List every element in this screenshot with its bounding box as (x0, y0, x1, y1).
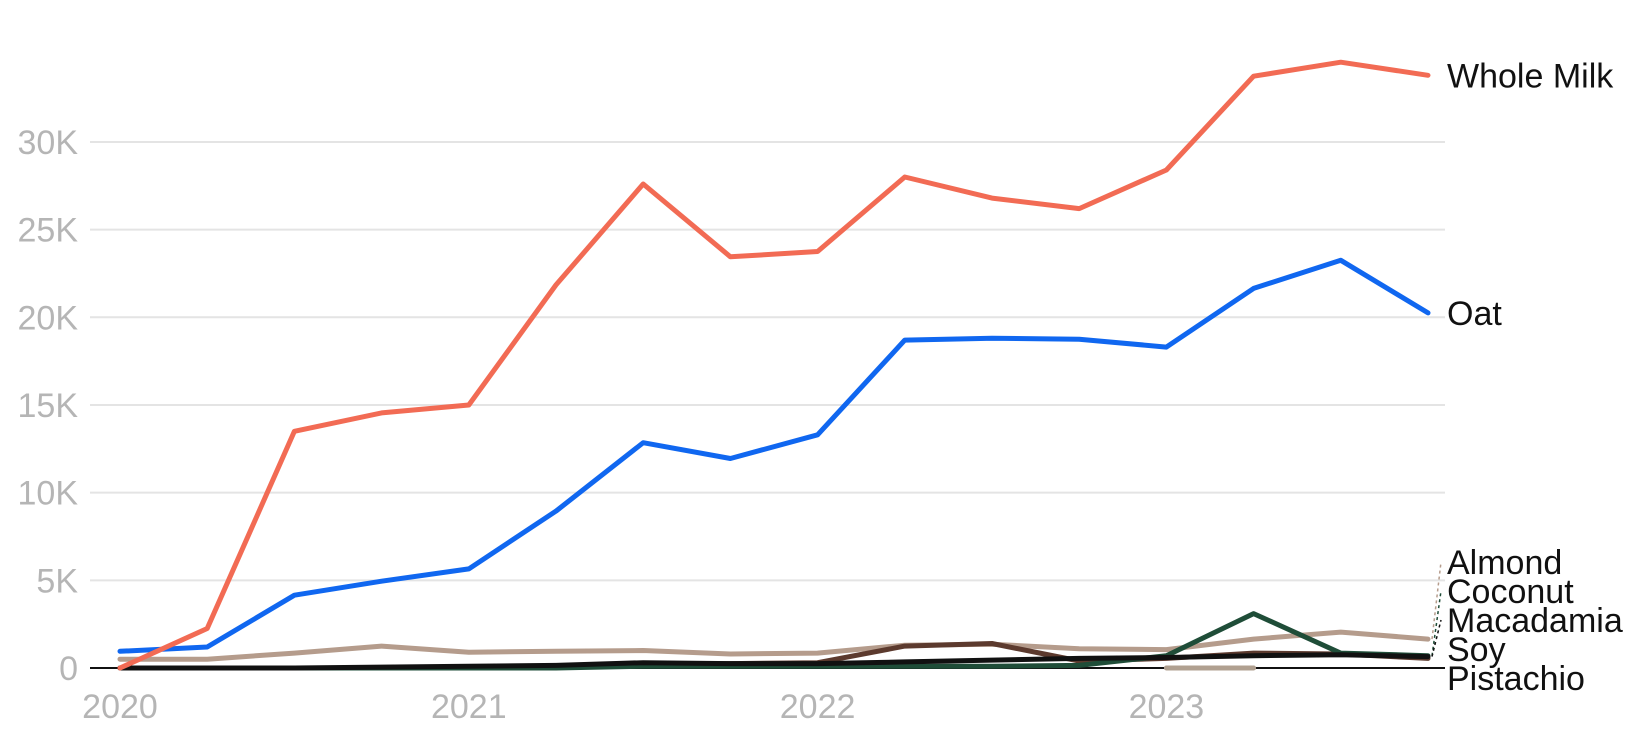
series-label-macadamia: Macadamia (1447, 602, 1623, 640)
series-label-pistachio: Pistachio (1447, 660, 1585, 698)
label-leader-lines (1431, 561, 1442, 657)
leader-line-almond (1431, 561, 1442, 640)
series-line-whole-milk (117, 59, 1431, 671)
series-label-oat: Oat (1447, 295, 1502, 333)
gridlines (90, 140, 1445, 669)
y-tick-label: 10K (18, 475, 79, 513)
x-axis-tick-labels: 2020 2021 2022 2023 (82, 688, 1204, 726)
series-line-macadamia (117, 652, 1431, 671)
y-axis-tick-labels: 0 5K 10K 15K 20K 25K 30K (18, 124, 79, 688)
series-label-whole-milk: Whole Milk (1447, 57, 1614, 95)
x-tick-label: 2020 (82, 688, 158, 726)
leader-line-coconut (1431, 590, 1442, 656)
leader-line-macadamia (1431, 619, 1442, 657)
series-label-coconut: Coconut (1447, 573, 1574, 611)
y-tick-label: 0 (59, 650, 78, 688)
x-tick-label: 2023 (1129, 688, 1205, 726)
series-line-almond (117, 629, 1431, 662)
y-tick-label: 20K (18, 299, 79, 337)
y-tick-label: 15K (18, 387, 79, 425)
y-tick-label: 5K (36, 562, 78, 600)
x-tick-label: 2021 (431, 688, 507, 726)
y-tick-label: 30K (18, 124, 79, 162)
x-tick-label: 2022 (780, 688, 856, 726)
series-lines (117, 59, 1431, 671)
y-tick-label: 25K (18, 212, 79, 250)
series-end-labels: Whole Milk Oat AlmondCoconutMacadamiaSoyPi… (1447, 57, 1623, 698)
series-label-soy: Soy (1447, 631, 1506, 669)
series-line-oat (117, 257, 1431, 654)
series-label-almond: Almond (1447, 544, 1562, 582)
